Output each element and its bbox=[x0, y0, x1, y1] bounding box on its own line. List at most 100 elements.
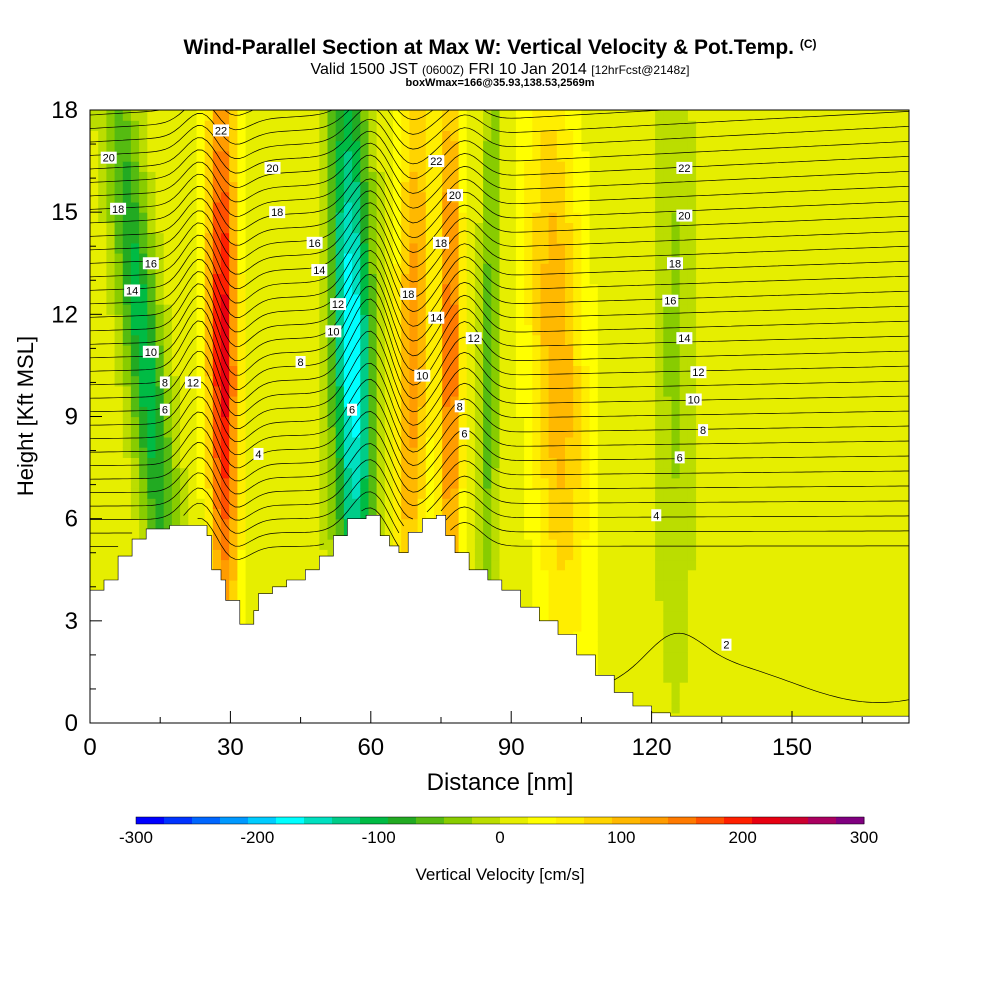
velocity-cell bbox=[606, 120, 615, 131]
velocity-cell bbox=[368, 253, 378, 264]
velocity-cell bbox=[565, 150, 574, 162]
velocity-cell bbox=[466, 508, 476, 520]
velocity-cell bbox=[327, 539, 337, 550]
velocity-cell bbox=[622, 539, 632, 550]
velocity-cell bbox=[606, 457, 615, 469]
velocity-cell bbox=[679, 191, 689, 203]
velocity-cell bbox=[638, 232, 648, 244]
velocity-cell bbox=[638, 304, 648, 315]
velocity-cell bbox=[286, 467, 296, 479]
velocity-cell bbox=[581, 263, 591, 274]
velocity-cell bbox=[524, 263, 533, 274]
velocity-cell bbox=[368, 498, 378, 509]
velocity-cell bbox=[253, 293, 263, 305]
velocity-cell bbox=[302, 293, 312, 305]
velocity-cell bbox=[343, 304, 353, 315]
velocity-cell bbox=[646, 181, 656, 193]
velocity-cell bbox=[90, 375, 99, 387]
velocity-cell bbox=[761, 682, 771, 693]
velocity-cell bbox=[237, 130, 247, 142]
velocity-cell bbox=[139, 314, 148, 326]
velocity-cell bbox=[196, 191, 206, 203]
velocity-cell bbox=[761, 242, 771, 254]
velocity-cell bbox=[565, 222, 574, 234]
velocity-cell bbox=[163, 140, 173, 152]
velocity-cell bbox=[171, 120, 181, 131]
velocity-cell bbox=[98, 273, 107, 285]
velocity-cell bbox=[98, 477, 107, 489]
velocity-cell bbox=[720, 161, 730, 172]
velocity-cell bbox=[98, 426, 107, 438]
velocity-cell bbox=[130, 488, 140, 499]
velocity-cell bbox=[139, 222, 148, 234]
velocity-cell bbox=[311, 528, 320, 540]
velocity-cell bbox=[753, 242, 763, 254]
velocity-cell bbox=[737, 508, 746, 520]
velocity-cell bbox=[548, 498, 558, 509]
velocity-cell bbox=[622, 569, 632, 581]
velocity-cell bbox=[434, 201, 443, 213]
velocity-cell bbox=[483, 273, 492, 285]
velocity-cell bbox=[548, 590, 558, 601]
velocity-cell bbox=[335, 416, 345, 428]
velocity-cell bbox=[507, 549, 517, 561]
velocity-cell bbox=[196, 426, 206, 438]
velocity-cell bbox=[704, 253, 714, 264]
velocity-cell bbox=[393, 385, 402, 397]
velocity-cell bbox=[597, 406, 607, 418]
velocity-cell bbox=[98, 293, 107, 305]
velocity-cell bbox=[646, 140, 656, 152]
velocity-cell bbox=[745, 426, 754, 438]
velocity-cell bbox=[704, 549, 714, 561]
velocity-cell bbox=[327, 140, 337, 152]
velocity-cell bbox=[106, 161, 116, 172]
velocity-cell bbox=[466, 416, 476, 428]
velocity-cell bbox=[114, 273, 124, 285]
velocity-cell bbox=[335, 201, 345, 213]
velocity-cell bbox=[106, 181, 116, 193]
velocity-cell bbox=[704, 385, 714, 397]
velocity-cell bbox=[532, 273, 542, 285]
velocity-cell bbox=[515, 181, 525, 193]
velocity-cell bbox=[630, 661, 640, 673]
velocity-cell bbox=[581, 539, 591, 550]
velocity-cell bbox=[655, 661, 664, 673]
velocity-cell bbox=[556, 242, 566, 254]
velocity-cell bbox=[229, 539, 238, 550]
velocity-cell bbox=[573, 406, 582, 418]
velocity-cell bbox=[204, 518, 214, 530]
velocity-cell bbox=[499, 518, 509, 530]
velocity-cell bbox=[712, 232, 722, 244]
velocity-cell bbox=[745, 651, 754, 663]
velocity-cell bbox=[638, 692, 648, 704]
velocity-cell bbox=[483, 222, 492, 234]
velocity-cell bbox=[646, 406, 656, 418]
velocity-cell bbox=[130, 222, 140, 234]
velocity-cell bbox=[597, 253, 607, 264]
velocity-cell bbox=[425, 508, 435, 520]
velocity-cell bbox=[524, 110, 533, 121]
velocity-cell bbox=[319, 161, 329, 172]
velocity-cell bbox=[515, 293, 525, 305]
velocity-cell bbox=[221, 416, 230, 428]
velocity-cell bbox=[630, 436, 640, 448]
velocity-cell bbox=[663, 539, 673, 550]
velocity-cell bbox=[548, 334, 558, 346]
velocity-cell bbox=[524, 436, 533, 448]
velocity-cell bbox=[556, 498, 566, 509]
velocity-cell bbox=[712, 385, 722, 397]
velocity-cell bbox=[532, 161, 542, 172]
velocity-cell bbox=[630, 283, 640, 295]
velocity-cell bbox=[229, 590, 238, 601]
velocity-cell bbox=[286, 212, 296, 223]
velocity-cell bbox=[622, 345, 632, 356]
velocity-cell bbox=[663, 140, 673, 152]
velocity-cell bbox=[720, 396, 730, 407]
velocity-cell bbox=[515, 140, 525, 152]
velocity-cell bbox=[622, 110, 632, 121]
velocity-cell bbox=[393, 396, 402, 407]
velocity-cell bbox=[720, 661, 730, 673]
velocity-cell bbox=[106, 355, 116, 366]
velocity-cell bbox=[712, 396, 722, 407]
velocity-cell bbox=[589, 191, 599, 203]
